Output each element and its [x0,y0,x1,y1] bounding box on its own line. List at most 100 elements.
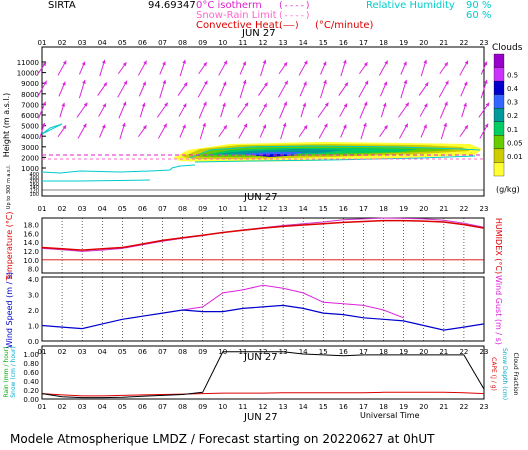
hour-label-10: 10 [218,205,227,213]
wind-arrow-head [445,80,449,85]
hour-label-p4-14: 14 [299,348,308,356]
wind-arrow-head [244,102,249,107]
hour-label-15: 15 [319,39,328,47]
wind-arrow-head [82,123,87,128]
wind-arrow-head [62,125,67,130]
wind-arrow-head [242,79,247,84]
date-label-precip: JUN 27 [243,352,278,363]
hour-label-01: 01 [38,39,47,47]
hour-label-01: 01 [38,205,47,213]
rh-contour-60 [41,164,196,174]
wind-arrow-head [182,124,186,129]
low-tick-160: 160 [29,182,39,188]
hour-label-p4-18: 18 [379,348,388,356]
hour-label-12: 12 [259,205,268,213]
hour-label-05: 05 [118,39,127,47]
precip-tick-0.80: 0.80 [23,360,39,368]
precip-tick-0.20: 0.20 [23,387,39,395]
legend-convective-sample: (——) [278,21,300,31]
wind-arrow-head [363,122,367,127]
legend-convective-unit: (°C/minute) [315,20,374,31]
temp-tick-18.0: 18.0 [23,222,39,230]
hour-label-15: 15 [319,403,328,411]
wind-arrow-head [423,59,428,64]
hour-label-p4-22: 22 [459,348,468,356]
height-tick-2000: 2000 [21,154,39,162]
hour-label-03: 03 [78,403,87,411]
hour-label-p4-17: 17 [359,348,368,356]
wind-arrow-head [283,62,288,67]
hour-label-11: 11 [238,39,247,47]
hour-label-16: 16 [339,205,348,213]
wind-arrow-head [43,80,47,85]
wind-arrow-head [324,123,328,128]
hour-label-22: 22 [459,403,468,411]
wind-arrows [36,59,490,140]
hour-label-11: 11 [238,205,247,213]
colorbar-swatch-3 [493,94,505,109]
colorbar-level-0.5: 0.5 [507,72,518,80]
wind-arrow-head [203,101,207,106]
rh-contours [41,123,481,182]
wind-arrow-head [423,124,427,129]
hour-label-01: 01 [38,403,47,411]
height-axis: 11000 10000 9000 8000 7000 6000 5000 4000 3000 20… [17,59,46,173]
wind-arrow-head [263,103,267,108]
hour-labels-top: 01 02 03 04 05 06 07 08 09 10 11 12 13 14 15 16 17 18 19 20… [38,39,489,47]
hour-label-p4-02: 02 [58,348,67,356]
wind-arrow-head [382,102,387,107]
hour-label-p4-03: 03 [78,348,87,356]
wind-axis: 4.0 3.0 2.0 1.0 0.0 [28,276,39,346]
low-tick-200: 200 [29,179,39,185]
hour-label-12: 12 [259,403,268,411]
wind-arrow-head [363,101,368,106]
rh-contour-90b [194,155,476,163]
wind-tick-4.0: 4.0 [28,276,39,284]
cape-axis-label: CAPE (J / g) [490,357,497,391]
cloud-fraction-series-line [41,351,485,399]
height-tick-6000: 6000 [21,112,39,120]
cloud-band-0.3 [215,149,345,154]
rain-axis-label: Rain (mm / hour) [3,346,10,397]
rh-contour-90 [189,145,481,159]
footer-text: Modele Atmospherique LMDZ / Forecast sta… [10,432,435,446]
precip-tick-1.00: 1.00 [23,351,39,359]
temp-axis: 18.016.014.012.010.08.0 [23,222,484,274]
temp-axis-label: Temperature (°C) [5,211,14,281]
hour-label-04: 04 [98,205,107,213]
wind-arrow-head [223,125,227,130]
precip-panel-frame [41,345,485,400]
height-axis-label: Height (m a.s.l.) [2,93,11,158]
humidex-axis-label: HUMIDEX (°C) [494,218,503,274]
wind-arrow-head [103,82,107,87]
wind-arrow-head [242,61,247,66]
low-tick-120: 120 [29,189,39,195]
hour-label-p4-09: 09 [198,348,207,356]
wind-arrow-head [83,102,88,107]
date-label-top: JUN 27 [241,28,276,39]
wind-arrow-head [283,101,288,106]
wind-arrow-head [303,60,308,65]
hour-label-23: 23 [480,403,489,411]
hour-label-p4-06: 06 [138,348,147,356]
wind-arrow-head [222,102,226,107]
wind-arrow-head [142,125,147,130]
hour-label-17: 17 [359,205,368,213]
wind-grid [61,277,465,341]
legend-isotherm-label: 0°C isotherm [196,0,262,11]
rh-contour-low2 [42,179,151,182]
precip-tick-0.40: 0.40 [23,378,39,386]
hour-label-07: 07 [158,39,167,47]
wind-arrow-head [122,62,127,67]
colorbar-swatch-2 [493,80,505,95]
wind-arrow-head [423,103,428,108]
low-tick-300: 300 [29,175,39,181]
wind-arrow-head [162,79,167,84]
humidex-series-line [41,217,485,252]
hour-label-21: 21 [439,403,448,411]
wind-arrow-head [424,82,429,87]
colorbar-level-0.3: 0.3 [507,99,518,107]
hour-label-07: 07 [158,403,167,411]
hour-label-05: 05 [118,205,127,213]
